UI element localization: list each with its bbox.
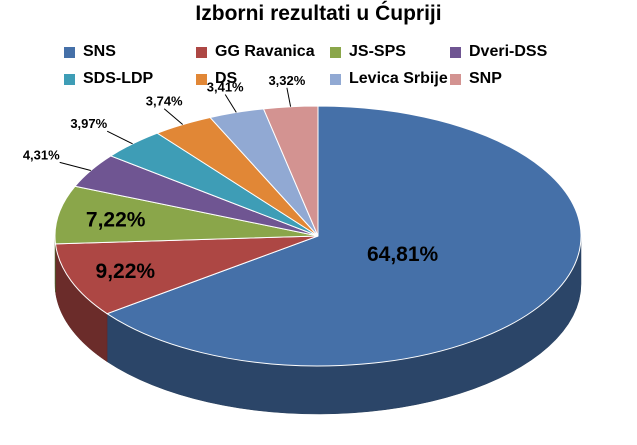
pie-slice bbox=[54, 185, 319, 245]
slice-data-label: 3,41% bbox=[207, 80, 244, 95]
slice-data-label: 64,81% bbox=[367, 243, 439, 266]
pie-slice bbox=[262, 105, 319, 237]
pie-slice bbox=[105, 105, 582, 367]
legend-swatch bbox=[330, 46, 341, 58]
legend-label: Dveri-DSS bbox=[469, 43, 548, 60]
legend-item: GG Ravanica bbox=[196, 42, 330, 62]
legend-item: JS-SPS bbox=[330, 42, 450, 62]
pie-slice bbox=[54, 235, 319, 315]
pie-labels: 64,81% 9,22% 7,22% 4,31% 3,97% 3,74% 3,41% 3,32… bbox=[23, 73, 439, 283]
slice-data-label: 3,97% bbox=[70, 116, 107, 131]
legend-swatch bbox=[450, 73, 461, 85]
legend-swatch bbox=[450, 46, 461, 58]
leader-line bbox=[106, 130, 133, 145]
slice-data-label: 3,74% bbox=[146, 94, 183, 109]
legend-swatch bbox=[196, 73, 207, 85]
slice-data-label: 4,31% bbox=[23, 147, 60, 162]
legend-swatch bbox=[196, 46, 207, 58]
legend-item: SDS-LDP bbox=[64, 69, 196, 89]
legend-swatch bbox=[330, 73, 341, 85]
leader-line bbox=[59, 161, 91, 171]
chart-legend: SNS GG Ravanica JS-SPS Dveri-DSS SDS-LDP DS Le… bbox=[64, 42, 584, 89]
slice-data-label: 9,22% bbox=[96, 260, 156, 283]
legend-label: JS-SPS bbox=[349, 43, 406, 60]
pie-top-faces bbox=[54, 105, 582, 367]
leader-line bbox=[286, 87, 292, 107]
leader-line bbox=[224, 94, 237, 113]
legend-swatch bbox=[64, 46, 75, 58]
slice-data-label: 7,22% bbox=[86, 208, 146, 231]
legend-label: Levica Srbije bbox=[349, 70, 448, 87]
legend-label: DS bbox=[215, 70, 238, 87]
legend-label: GG Ravanica bbox=[215, 43, 315, 60]
chart-title: Izborni rezultati u Ćupriji bbox=[195, 2, 442, 25]
legend-item: Dveri-DSS bbox=[450, 42, 570, 62]
legend-swatch bbox=[64, 73, 75, 85]
leader-line bbox=[163, 108, 184, 125]
legend-item: Levica Srbije bbox=[330, 69, 450, 89]
legend-item: SNS bbox=[64, 42, 196, 62]
slice-data-label: 3,32% bbox=[268, 73, 305, 88]
legend-label: SDS-LDP bbox=[83, 70, 154, 87]
legend-label: SNP bbox=[469, 70, 502, 87]
legend-item: DS bbox=[196, 69, 330, 89]
legend-label: SNS bbox=[83, 43, 116, 60]
legend-item: SNP bbox=[450, 69, 570, 89]
